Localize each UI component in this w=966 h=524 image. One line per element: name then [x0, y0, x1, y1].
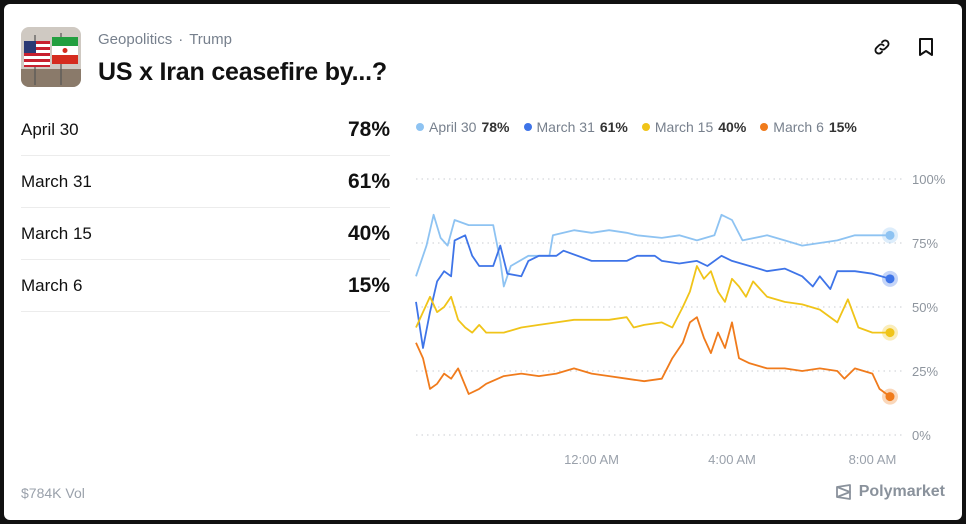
- breadcrumb-category[interactable]: Geopolitics: [98, 31, 173, 48]
- legend-value: 78%: [481, 119, 510, 135]
- outcome-label: April 30: [21, 119, 79, 139]
- brand-name: Polymarket: [858, 483, 945, 500]
- outcome-label: March 31: [21, 171, 92, 191]
- outcome-percent: 40%: [347, 221, 390, 245]
- breadcrumb: Geopolitics · Trump: [98, 31, 232, 48]
- copy-link-button[interactable]: [871, 36, 893, 58]
- series-end-point: [885, 274, 895, 284]
- y-tick-label: 0%: [912, 428, 931, 443]
- breadcrumb-separator: ·: [178, 31, 184, 48]
- series-end-point: [885, 230, 895, 240]
- series-line-march-31: [415, 234, 891, 349]
- outcome-percent: 61%: [347, 169, 390, 193]
- legend-value: 61%: [599, 119, 628, 135]
- y-tick-label: 100%: [912, 172, 946, 187]
- link-icon: [874, 39, 890, 55]
- market-thumbnail[interactable]: [21, 27, 81, 87]
- market-title[interactable]: US x Iran ceasefire by...?: [98, 58, 387, 86]
- legend-value: 15%: [828, 119, 857, 135]
- legend-swatch: [641, 123, 650, 131]
- legend-name: March 6: [773, 119, 824, 135]
- y-tick-label: 25%: [912, 364, 938, 379]
- outcome-percent: 78%: [347, 117, 390, 141]
- y-tick-label: 50%: [912, 300, 938, 315]
- legend-name: April 30: [429, 119, 477, 135]
- outcome-percent: 15%: [347, 273, 390, 297]
- legend-item-april-30[interactable]: April 30 78%: [416, 119, 510, 135]
- series-end-point: [885, 392, 895, 402]
- series-line-march-6: [415, 316, 891, 398]
- x-tick-label: 12:00 AM: [564, 452, 619, 467]
- bookmark-button[interactable]: [915, 36, 937, 58]
- legend-swatch: [760, 123, 769, 131]
- legend-item-march-6[interactable]: March 6 15%: [760, 119, 857, 135]
- polymarket-brand[interactable]: Polymarket: [835, 483, 945, 501]
- outcome-row[interactable]: March 15 40%: [21, 208, 390, 260]
- outcome-row[interactable]: March 6 15%: [21, 260, 390, 312]
- us-iran-flags-icon: [21, 27, 81, 87]
- volume-label: $784K Vol: [21, 485, 85, 501]
- price-chart[interactable]: 100% 75% 50% 25% 0% 12:00 AM 4:00 AM 8:00 AM: [4, 4, 962, 520]
- legend-swatch: [523, 123, 532, 131]
- legend-value: 40%: [718, 119, 747, 135]
- legend-name: March 31: [536, 119, 595, 135]
- polymarket-logo-icon: [835, 484, 851, 500]
- breadcrumb-subcategory[interactable]: Trump: [189, 31, 232, 48]
- outcome-label: March 6: [21, 275, 83, 295]
- legend-item-march-31[interactable]: March 31 61%: [523, 119, 628, 135]
- chart-legend: April 30 78% March 31 61% March 15 40% M…: [416, 119, 857, 135]
- legend-name: March 15: [654, 119, 714, 135]
- outcome-row[interactable]: March 31 61%: [21, 156, 390, 208]
- series-line-april-30: [415, 213, 890, 288]
- series-end-point: [885, 328, 895, 338]
- bookmark-icon: [919, 38, 933, 56]
- legend-swatch: [416, 123, 424, 131]
- outcome-row[interactable]: April 30 78%: [21, 104, 390, 156]
- legend-item-march-15[interactable]: March 15 40%: [641, 119, 747, 135]
- market-card: Geopolitics · Trump US x Iran ceasefire by…: [4, 4, 962, 520]
- series-line-march-15: [415, 265, 890, 334]
- x-tick-label: 4:00 AM: [708, 452, 756, 467]
- outcome-list: April 30 78% March 31 61% March 15 40% M…: [21, 104, 390, 312]
- x-tick-label: 8:00 AM: [849, 452, 897, 467]
- outcome-label: March 15: [21, 223, 92, 243]
- y-tick-label: 75%: [912, 236, 938, 251]
